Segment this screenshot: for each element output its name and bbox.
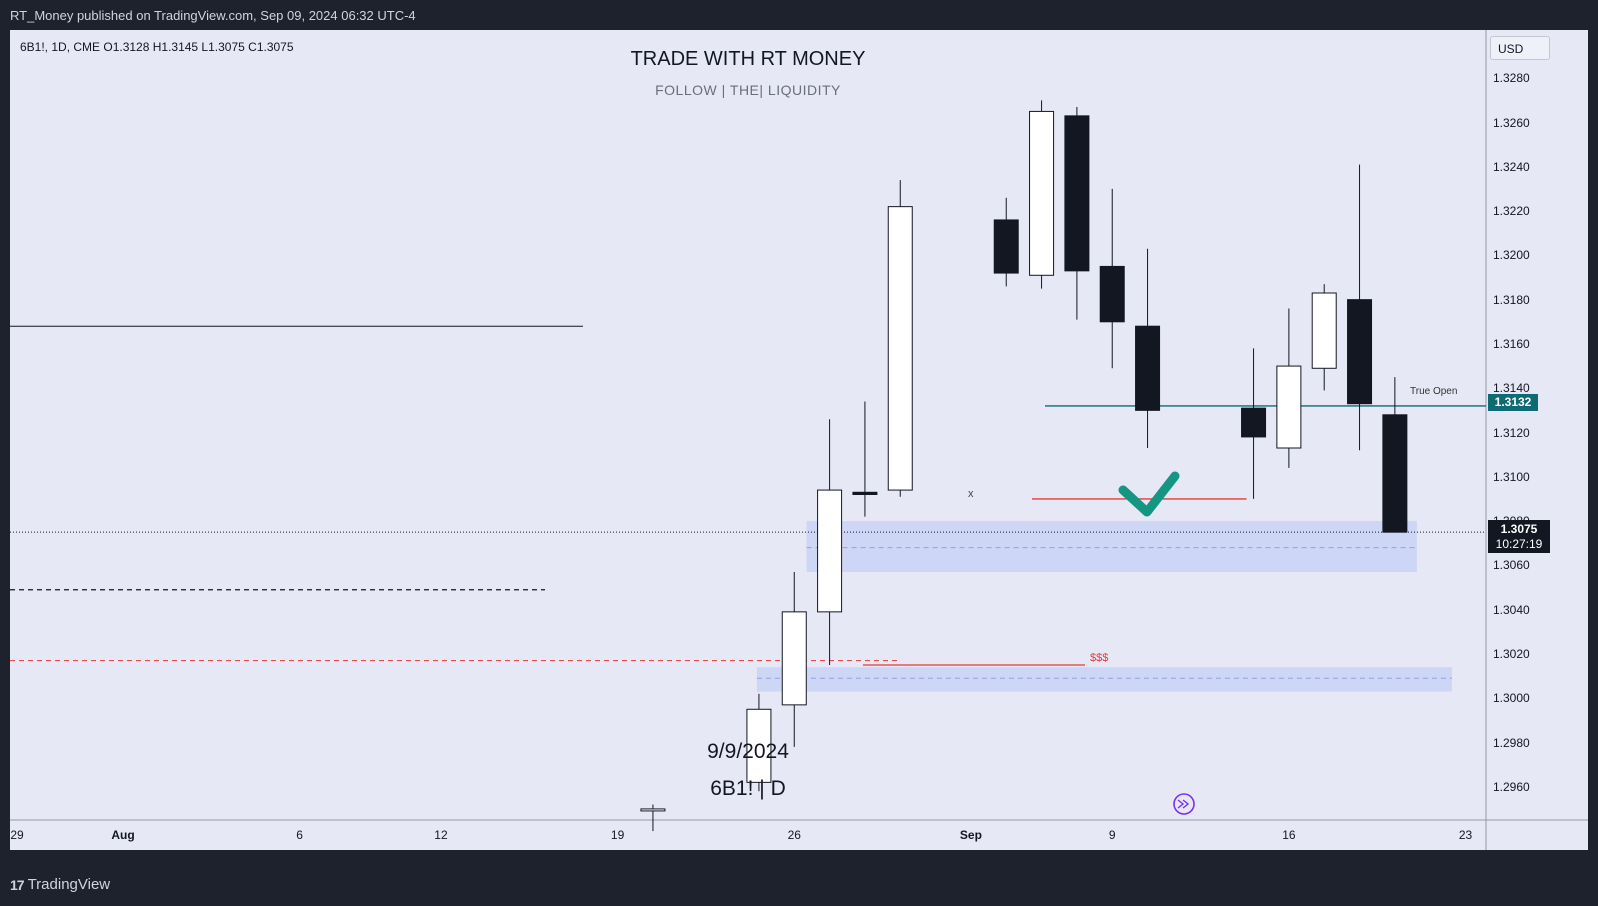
price-tick-label: 1.3200 [1493,248,1530,263]
price-tick-label: 1.3040 [1493,602,1530,617]
symbol-note: 6B1! | D [710,777,786,800]
last-price-value: 1.3075 [1500,522,1538,536]
chart-frame: 6B1!, 1D, CME O1.3128 H1.3145 L1.3075 C1… [10,30,1588,866]
bar-countdown: 10:27:19 [1495,537,1543,551]
liquidity-zone [806,521,1417,572]
price-tick-label: 1.3000 [1493,691,1530,706]
candle-body [1064,115,1090,272]
date-note: 9/9/2024 [707,740,789,763]
time-tick-label: 23 [1458,828,1473,842]
true-open-price-tag: 1.3132 [1488,394,1538,411]
liquidity-zone [756,667,1452,692]
price-tick-label: 1.2960 [1493,779,1530,794]
candle-body [1276,365,1302,449]
x-marker: x [968,488,974,500]
candle-body [1099,265,1125,323]
time-tick-label: 6 [296,828,303,842]
price-tick-label: 1.3120 [1493,425,1530,440]
price-tick-label: 1.3180 [1493,292,1530,307]
time-tick-label: 16 [1282,828,1296,842]
price-tick-label: 1.3240 [1493,159,1530,174]
chart-canvas[interactable] [10,30,1588,866]
candle-body [1347,299,1373,405]
checkmark-icon [1118,471,1180,517]
price-tick-label: 1.3060 [1493,558,1530,573]
price-tick-label: 1.3140 [1493,381,1530,396]
replay-icon [1173,793,1195,815]
tradingview-brand: TradingView [27,876,111,893]
replay-icon-arrows [1177,799,1190,809]
price-tick-label: 1.2980 [1493,735,1530,750]
candle-body [817,489,843,613]
candle-body [887,206,913,491]
publish-info: RT_Money published on TradingView.com, S… [10,8,416,23]
candle-body [993,219,1019,274]
time-tick-label: 19 [610,828,625,842]
candle-body [781,611,807,706]
time-tick-label: Sep [959,828,982,842]
candle-body [1311,292,1337,369]
tradingview-logo[interactable]: 17 TradingView [10,876,110,893]
time-tick-label: 29 [10,828,24,842]
candle-body [852,491,878,495]
candle-body [1135,325,1161,411]
currency-button[interactable]: USD [1490,36,1550,60]
frame-bottom-strip [10,850,1588,866]
candle-body [1382,414,1408,533]
candle-body [1241,407,1267,438]
time-tick-label: 12 [434,828,448,842]
time-tick-label: 26 [787,828,801,842]
price-tick-label: 1.3260 [1493,115,1530,130]
true-open-label: True Open [1410,386,1458,397]
price-tick-label: 1.3020 [1493,646,1530,661]
publish-header: RT_Money published on TradingView.com, S… [0,0,1598,30]
candle-body [746,708,772,783]
time-tick-label: 9 [1108,828,1116,842]
price-tick-label: 1.3160 [1493,336,1530,351]
price-tick-label: 1.3220 [1493,204,1530,219]
ohlc-legend: 6B1!, 1D, CME O1.3128 H1.3145 L1.3075 C1… [20,40,294,54]
last-price-tag: 1.3075 10:27:19 [1488,520,1550,553]
footer-bar: 17 TradingView [0,866,1598,906]
liquidity-marker: $$$ [1090,652,1109,664]
price-tick-label: 1.3100 [1493,469,1530,484]
time-tick-label: Aug [111,828,135,842]
price-tick-label: 1.3280 [1493,71,1530,86]
candle-body [640,808,666,812]
candle-body [1029,110,1055,276]
chart-title: TRADE WITH RT MONEY [630,48,866,70]
tradingview-logo-icon: 17 [10,876,25,893]
chart-subtitle: FOLLOW | THE| LIQUIDITY [655,82,841,98]
